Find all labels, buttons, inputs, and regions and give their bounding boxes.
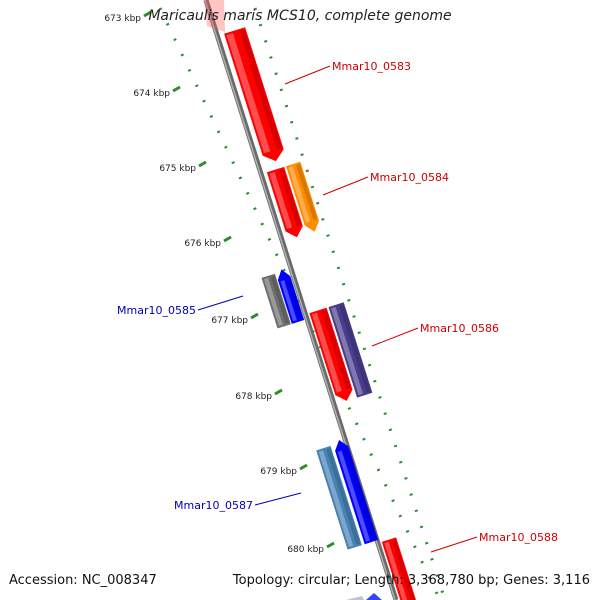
gene-leader-line xyxy=(254,492,302,506)
blue-gene-0585 xyxy=(277,269,305,324)
steelblue-gene-0587 xyxy=(316,445,362,550)
gene-label[interactable]: Mmar10_0583 xyxy=(332,60,411,73)
ruler-tick xyxy=(172,85,181,93)
ruler-label: 679 kbp xyxy=(260,467,297,477)
ruler-tick xyxy=(143,10,152,18)
gene-leader-line xyxy=(430,536,478,553)
ruler-label: 676 kbp xyxy=(184,239,221,249)
red-gene-0588 xyxy=(381,537,416,600)
dotted-guide-1 xyxy=(253,7,447,600)
ruler-label: 673 kbp xyxy=(104,14,141,24)
genome-stats-text: Topology: circular; Length: 3,368,780 bp… xyxy=(232,573,590,588)
gene-features xyxy=(204,0,416,600)
slate-gene-0586 xyxy=(328,302,373,398)
ruler-tick xyxy=(299,463,308,471)
ruler-label: 674 kbp xyxy=(133,89,170,99)
gene-label[interactable]: Mmar10_0584 xyxy=(370,171,449,184)
gene-leader-line xyxy=(197,295,244,311)
orange-gene-0584 xyxy=(286,161,319,232)
gene-label[interactable]: Mmar10_0586 xyxy=(420,322,499,335)
faded-gene-top xyxy=(204,0,225,32)
gray-gene-0585 xyxy=(261,273,291,329)
ruler-tick xyxy=(198,160,207,168)
faded-gene-bottom-blue xyxy=(366,593,382,600)
ruler-label: 675 kbp xyxy=(159,164,196,174)
ruler-tick xyxy=(250,312,259,320)
gene-label[interactable]: Mmar10_0588 xyxy=(479,531,558,544)
faded-gene-bottom-gray xyxy=(346,596,364,600)
gene-label[interactable]: Mmar10_0585 xyxy=(117,304,196,317)
red-gene-0586 xyxy=(309,307,353,401)
ruler-tick xyxy=(274,388,283,396)
red-gene-0584 xyxy=(266,166,303,238)
gene-leader-line xyxy=(322,176,369,196)
ruler-label: 680 kbp xyxy=(287,545,324,555)
gene-leader-line xyxy=(284,65,331,85)
dotted-guide-lines xyxy=(158,7,447,600)
gene-label[interactable]: Mmar10_0587 xyxy=(174,499,253,512)
ruler-tick xyxy=(223,235,232,243)
accession-text: Accession: NC_008347 xyxy=(9,573,157,588)
ruler-label: 677 kbp xyxy=(211,316,248,326)
dotted-guide-0 xyxy=(158,7,442,600)
kbp-ruler: 673 kbp 674 kbp 675 kbp 676 kbp 677 kbp 678 k… xyxy=(104,10,335,555)
map-title: Maricaulis maris MCS10, complete genome xyxy=(148,8,452,24)
red-gene-0583 xyxy=(224,27,284,162)
blue-gene-0587 xyxy=(335,440,379,545)
gene-labels: Mmar10_0583 Mmar10_0584 Mmar10_0585 Mmar10_… xyxy=(117,60,558,553)
ruler-label: 678 kbp xyxy=(235,392,272,402)
ruler-tick xyxy=(326,541,335,549)
gene-leader-line xyxy=(371,327,419,347)
